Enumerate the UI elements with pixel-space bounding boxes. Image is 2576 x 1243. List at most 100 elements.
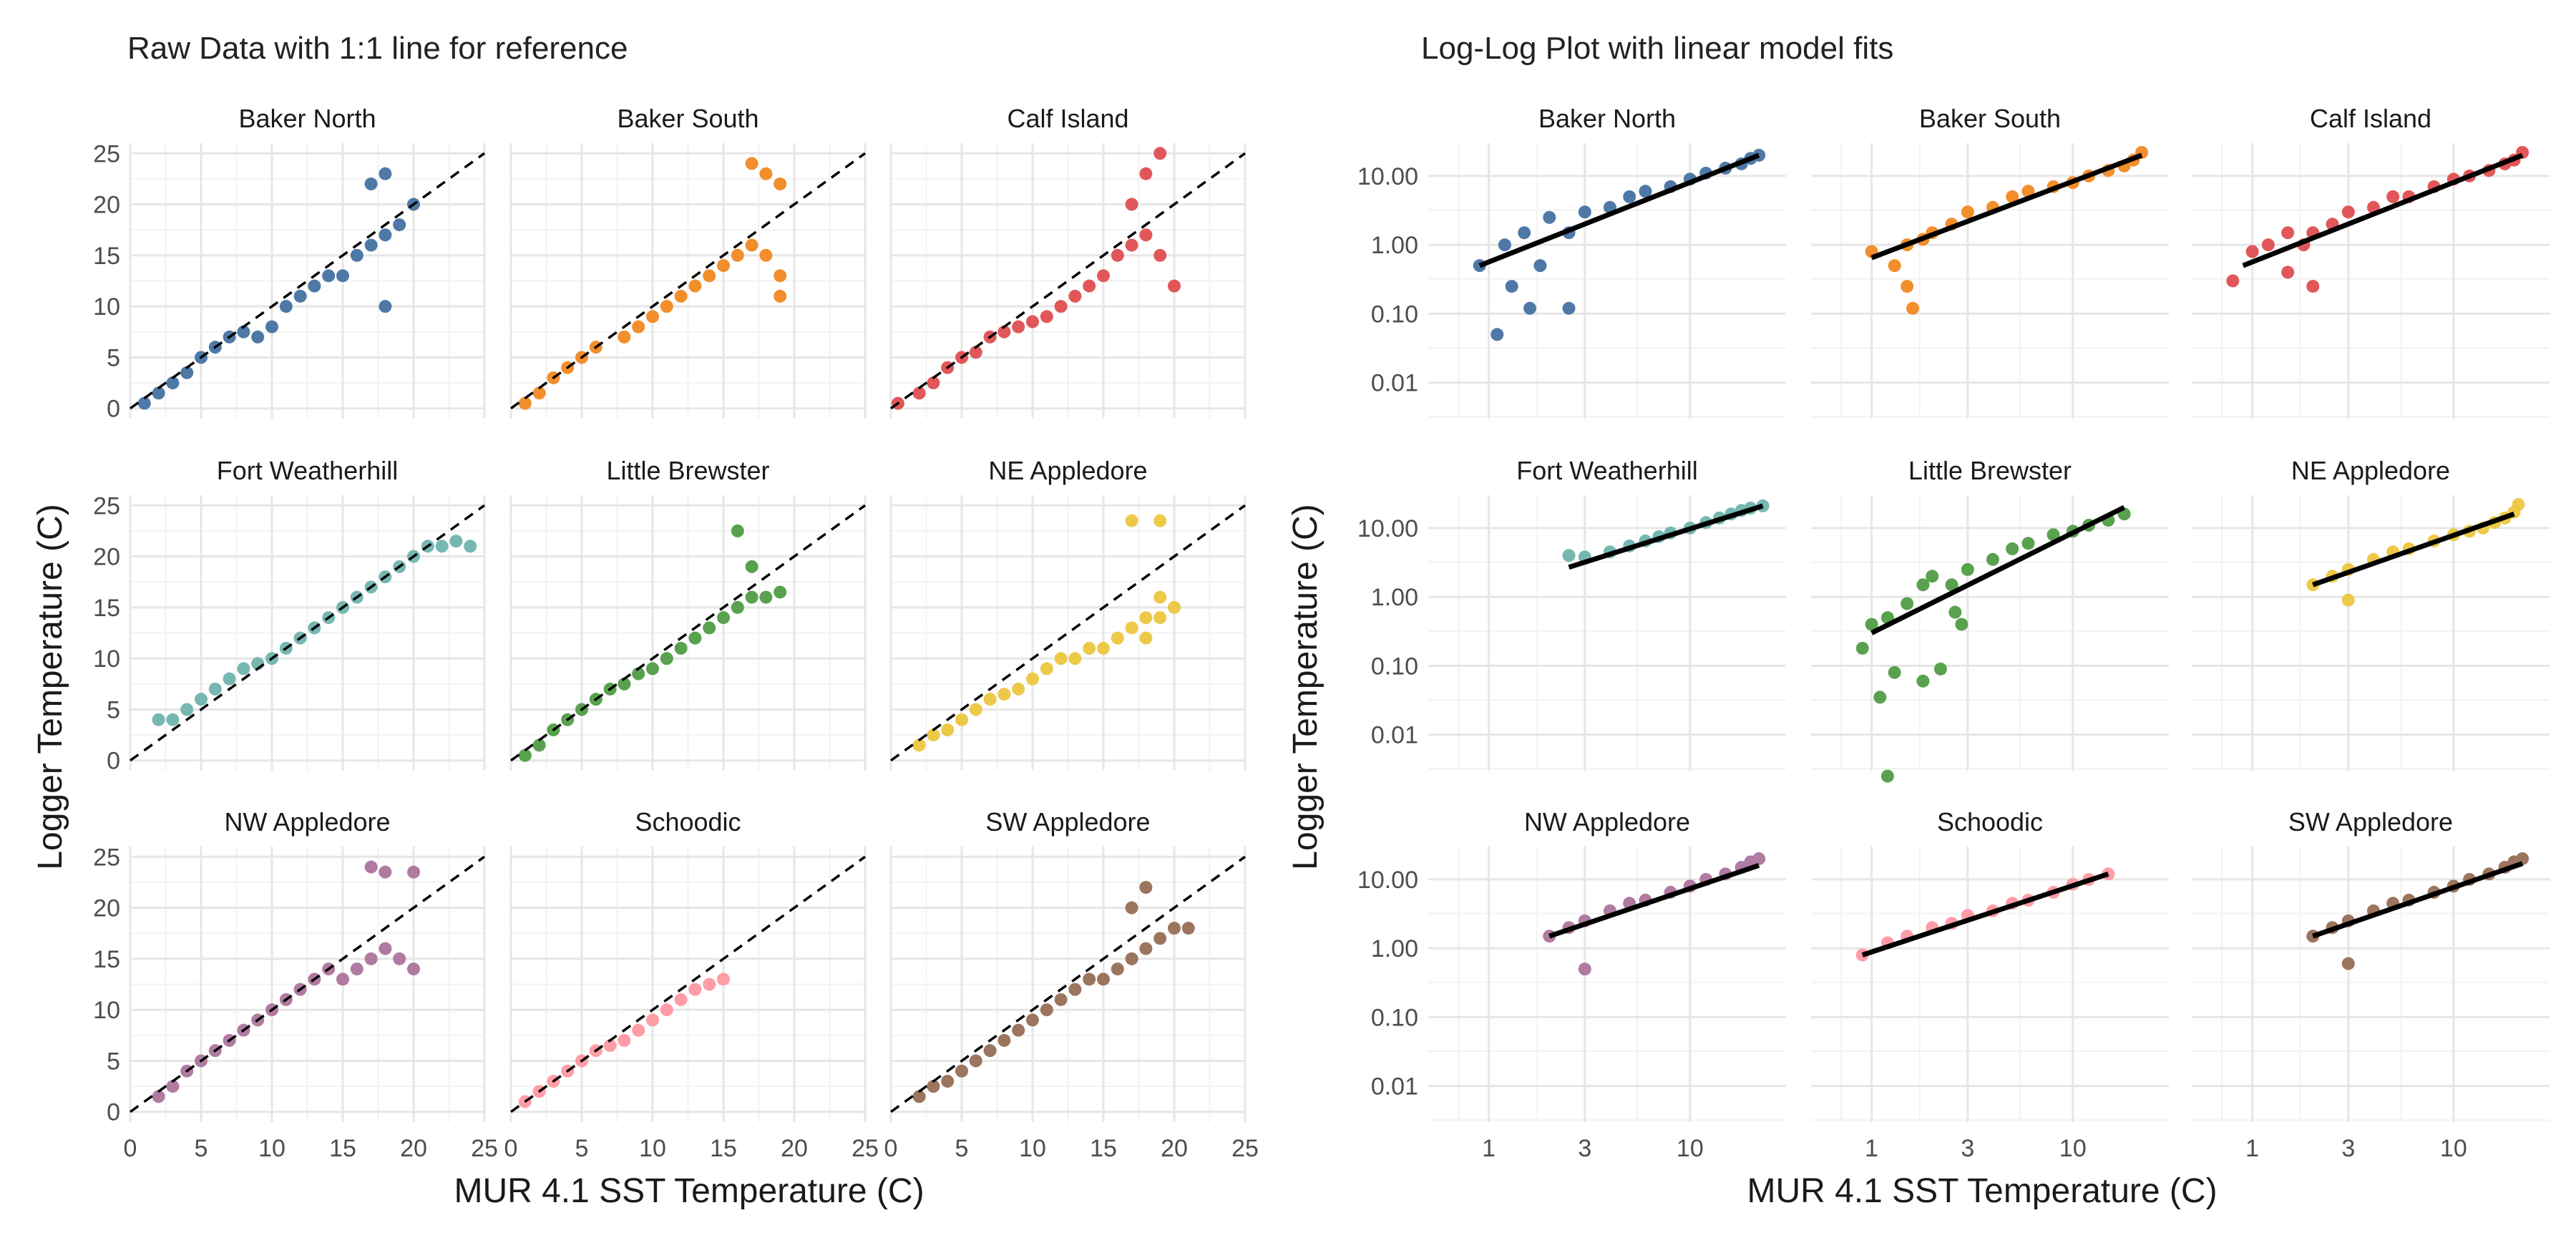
data-point [407,962,420,976]
x-tick-label: 10 [1677,1135,1704,1162]
data-point [1026,1013,1039,1027]
data-point [1111,631,1124,645]
data-point [997,1033,1011,1047]
x-tick-label: 25 [1231,1135,1259,1162]
facet-label-sw-appledore: SW Appledore [985,807,1150,837]
data-point [518,396,532,410]
data-point [1926,570,1939,583]
data-point [717,611,730,625]
x-tick-label: 20 [781,1135,808,1162]
data-point [983,1044,997,1058]
data-point [745,157,758,170]
data-point [717,973,730,986]
x-tick-label: 10 [258,1135,286,1162]
x-tick-label: 10 [2440,1135,2467,1162]
data-point [322,269,336,283]
facet-label-schoodic: Schoodic [1937,807,2043,837]
facet-label-ne-appledore: NE Appledore [988,456,1147,485]
facet-label-baker-south: Baker South [617,104,758,133]
data-point [1068,289,1082,303]
data-point [969,346,982,359]
data-point [1873,691,1887,704]
data-point [1623,190,1636,203]
right-y-axis-label: Logger Temperature (C) [1287,504,1324,869]
data-point [265,320,278,333]
data-point [1139,228,1153,242]
data-point [759,167,773,180]
data-point [997,325,1011,338]
y-tick-label: 20 [93,895,120,922]
y-tick-label: 25 [93,140,120,167]
one-to-one-line [509,152,867,410]
data-point [618,677,631,691]
data-point [1139,942,1153,955]
data-point [660,652,673,666]
data-point [603,1039,617,1053]
data-point [1040,310,1053,323]
data-point [1578,962,1591,976]
data-point [660,300,673,313]
data-point [350,962,364,976]
y-tick-label: 0 [107,1099,120,1126]
data-point [364,952,378,965]
data-point [1068,983,1082,996]
data-point [364,238,378,252]
data-point [1054,993,1068,1006]
facet-label-baker-north: Baker North [1538,104,1676,133]
data-point [407,865,420,879]
y-tick-label: 0.10 [1371,301,1418,328]
y-tick-label: 0 [107,748,120,775]
x-tick-label: 5 [195,1135,208,1162]
x-tick-label: 10 [639,1135,666,1162]
data-point [1961,205,1974,219]
data-point [293,289,307,303]
data-point [703,621,716,635]
data-point [1961,562,1974,576]
linear-fit-line [1870,504,2126,635]
log-panel-ne-appledore: NE Appledore [2192,456,2550,771]
data-point [1139,167,1153,180]
log-panel-fort-weatherhill: Fort Weatherhill 0.01 0.10 1.00 10.00 [1357,456,1786,771]
raw-panel-little-brewster: Little Brewster [509,456,867,771]
data-point [2306,280,2320,293]
data-point [1026,315,1039,328]
right-title: Log-Log Plot with linear model fits [1421,31,1893,66]
data-point [532,386,546,400]
data-point [1543,210,1556,224]
data-point [1901,280,1914,293]
data-point [759,248,773,262]
data-point [1083,641,1096,655]
data-point [969,1054,982,1068]
data-point [1153,590,1167,604]
data-point [1125,952,1138,965]
facet-label-baker-north: Baker North [238,104,376,133]
facet-label-ne-appledore: NE Appledore [2291,456,2450,485]
facet-label-fort-weatherhill: Fort Weatherhill [217,456,398,485]
data-point [279,300,293,313]
facet-label-nw-appledore: NW Appledore [1524,807,1690,837]
data-point [703,978,716,991]
data-point [379,228,392,242]
data-point [2006,542,2019,555]
data-point [731,248,744,262]
data-point [1068,652,1082,666]
data-point [379,167,392,180]
raw-panel-ne-appledore: NE Appledore [889,456,1246,771]
one-to-one-line [889,152,1246,410]
log-panel-baker-south: Baker South [1811,104,2169,419]
data-point [1578,205,1591,219]
data-point [774,269,787,283]
data-point [1168,279,1181,293]
data-point [983,693,997,706]
x-tick-label: 1 [2245,1135,2259,1162]
facet-label-fort-weatherhill: Fort Weatherhill [1516,456,1697,485]
x-tick-label: 10 [1019,1135,1046,1162]
data-point [927,1080,940,1093]
data-point [1125,198,1138,211]
y-tick-label: 0.10 [1371,1004,1418,1031]
x-tick-label: 15 [1090,1135,1117,1162]
x-tick-label: 1 [1865,1135,1878,1162]
data-point [1139,881,1153,895]
linear-fit-line [1478,152,1760,268]
y-tick-label: 1.00 [1371,935,1418,962]
